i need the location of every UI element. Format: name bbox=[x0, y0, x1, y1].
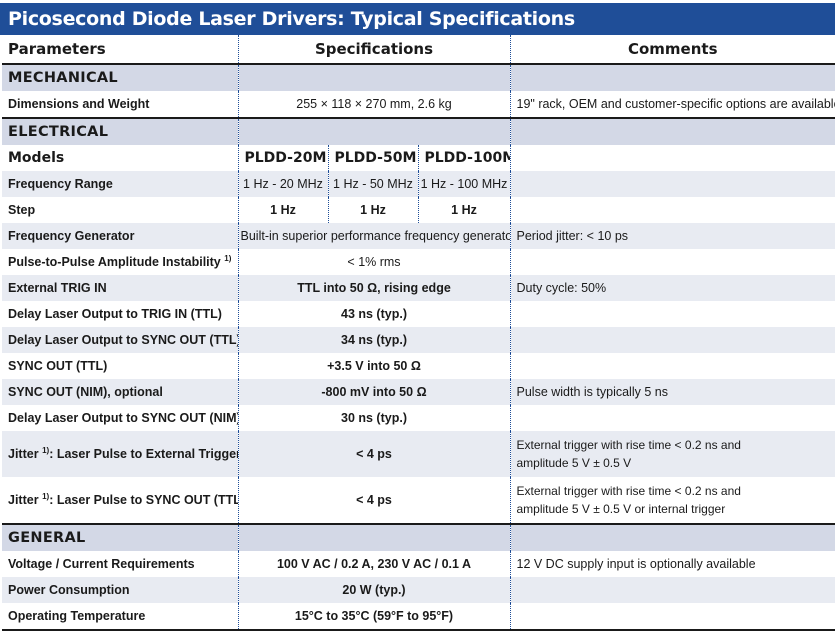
comment-frequency-generator: Period jitter: < 10 ps bbox=[510, 223, 835, 249]
section-general: GENERAL bbox=[2, 523, 835, 551]
section-mechanical: MECHANICAL bbox=[2, 64, 835, 91]
spec-external-trig: TTL into 50 Ω, rising edge bbox=[238, 275, 511, 301]
spec-delay-trig: 43 ns (typ.) bbox=[238, 301, 511, 327]
param-frequency-range: Frequency Range bbox=[2, 171, 239, 197]
param-models: Models bbox=[2, 145, 239, 171]
model-pldd-100m: PLDD-100M bbox=[418, 145, 511, 171]
value-freq-100m: 1 Hz - 100 MHz bbox=[418, 171, 511, 197]
param-power: Power Consumption bbox=[2, 577, 239, 603]
param-jitter-external: Jitter 1): Laser Pulse to External Trigg… bbox=[2, 431, 239, 477]
section-label: GENERAL bbox=[2, 523, 239, 551]
table-row: Step 1 Hz 1 Hz 1 Hz bbox=[2, 197, 835, 223]
table-row: External TRIG IN TTL into 50 Ω, rising e… bbox=[2, 275, 835, 301]
spec-delay-sync-ttl: 34 ns (typ.) bbox=[238, 327, 511, 353]
section-label: ELECTRICAL bbox=[2, 117, 239, 145]
model-pldd-50m: PLDD-50M bbox=[328, 145, 419, 171]
footnote-marker: 1) bbox=[224, 254, 232, 264]
table-row: Jitter 1): Laser Pulse to External Trigg… bbox=[2, 431, 835, 477]
table-row-models: Models PLDD-20M PLDD-50M PLDD-100M bbox=[2, 145, 835, 171]
param-delay-sync-ttl: Delay Laser Output to SYNC OUT (TTL) bbox=[2, 327, 239, 353]
value-freq-20m: 1 Hz - 20 MHz bbox=[238, 171, 329, 197]
table-row: Delay Laser Output to SYNC OUT (TTL) 34 … bbox=[2, 327, 835, 353]
table-header-row: Parameters Specifications Comments bbox=[2, 35, 835, 65]
spec-power: 20 W (typ.) bbox=[238, 577, 511, 603]
table-row: Operating Temperature 15°C to 35°C (59°F… bbox=[2, 603, 835, 631]
section-label: MECHANICAL bbox=[2, 64, 239, 91]
comment-dimensions: 19" rack, OEM and customer-specific opti… bbox=[516, 97, 836, 111]
table-row: Voltage / Current Requirements 100 V AC … bbox=[2, 551, 835, 577]
comment-voltage: 12 V DC supply input is optionally avail… bbox=[516, 557, 756, 571]
spec-voltage: 100 V AC / 0.2 A, 230 V AC / 0.1 A bbox=[238, 551, 511, 577]
param-external-trig: External TRIG IN bbox=[2, 275, 239, 301]
spec-p2p-instability: < 1% rms bbox=[238, 249, 511, 275]
spec-dimensions: 255 × 118 × 270 mm, 2.6 kg bbox=[238, 91, 511, 118]
param-dimensions: Dimensions and Weight bbox=[2, 91, 239, 118]
comment-jitter-sync: External trigger with rise time < 0.2 ns… bbox=[516, 484, 741, 516]
header-comments: Comments bbox=[510, 35, 835, 65]
param-voltage: Voltage / Current Requirements bbox=[2, 551, 239, 577]
table-row: Frequency Generator Built-in superior pe… bbox=[2, 223, 835, 249]
footnote-marker: 1) bbox=[42, 446, 50, 456]
value-step-20m: 1 Hz bbox=[238, 197, 329, 223]
table-row: Delay Laser Output to TRIG IN (TTL) 43 n… bbox=[2, 301, 835, 327]
footnote-marker: 1) bbox=[42, 492, 50, 502]
model-pldd-20m: PLDD-20M bbox=[238, 145, 329, 171]
param-p2p-instability: Pulse-to-Pulse Amplitude Instability 1) bbox=[2, 249, 239, 275]
spec-sync-ttl: +3.5 V into 50 Ω bbox=[238, 353, 511, 379]
value-step-100m: 1 Hz bbox=[418, 197, 511, 223]
header-parameters: Parameters bbox=[2, 35, 239, 65]
table-row: SYNC OUT (NIM), optional -800 mV into 50… bbox=[2, 379, 835, 405]
spec-delay-sync-nim: 30 ns (typ.) bbox=[238, 405, 511, 431]
table-row: Frequency Range 1 Hz - 20 MHz 1 Hz - 50 … bbox=[2, 171, 835, 197]
param-frequency-generator: Frequency Generator bbox=[2, 223, 239, 249]
param-temperature: Operating Temperature bbox=[2, 603, 239, 631]
param-delay-trig: Delay Laser Output to TRIG IN (TTL) bbox=[2, 301, 239, 327]
table-row: Jitter 1): Laser Pulse to SYNC OUT (TTL)… bbox=[2, 477, 835, 524]
section-electrical: ELECTRICAL bbox=[2, 117, 835, 145]
spec-jitter-external: < 4 ps bbox=[238, 431, 511, 477]
spec-temperature: 15°C to 35°C (59°F to 95°F) bbox=[238, 603, 511, 631]
header-specifications: Specifications bbox=[238, 35, 511, 65]
table-row: Dimensions and Weight 255 × 118 × 270 mm… bbox=[2, 91, 835, 118]
param-sync-nim: SYNC OUT (NIM), optional bbox=[2, 379, 239, 405]
specifications-table: Parameters Specifications Comments MECHA… bbox=[2, 35, 835, 631]
spec-sync-nim: -800 mV into 50 Ω bbox=[238, 379, 511, 405]
spec-frequency-generator: Built-in superior performance frequency … bbox=[238, 223, 511, 249]
table-row: Power Consumption 20 W (typ.) bbox=[2, 577, 835, 603]
table-row: Pulse-to-Pulse Amplitude Instability 1) … bbox=[2, 249, 835, 275]
param-jitter-sync: Jitter 1): Laser Pulse to SYNC OUT (TTL) bbox=[2, 477, 239, 524]
param-sync-ttl: SYNC OUT (TTL) bbox=[2, 353, 239, 379]
param-delay-sync-nim: Delay Laser Output to SYNC OUT (NIM) bbox=[2, 405, 239, 431]
value-freq-50m: 1 Hz - 50 MHz bbox=[328, 171, 419, 197]
comment-jitter-external: External trigger with rise time < 0.2 ns… bbox=[510, 431, 835, 477]
page-title: Picosecond Diode Laser Drivers: Typical … bbox=[0, 3, 835, 35]
param-step: Step bbox=[2, 197, 239, 223]
comment-external-trig: Duty cycle: 50% bbox=[510, 275, 835, 301]
comment-sync-nim: Pulse width is typically 5 ns bbox=[510, 379, 835, 405]
spec-jitter-sync: < 4 ps bbox=[238, 477, 511, 524]
value-step-50m: 1 Hz bbox=[328, 197, 419, 223]
table-row: Delay Laser Output to SYNC OUT (NIM) 30 … bbox=[2, 405, 835, 431]
table-row: SYNC OUT (TTL) +3.5 V into 50 Ω bbox=[2, 353, 835, 379]
